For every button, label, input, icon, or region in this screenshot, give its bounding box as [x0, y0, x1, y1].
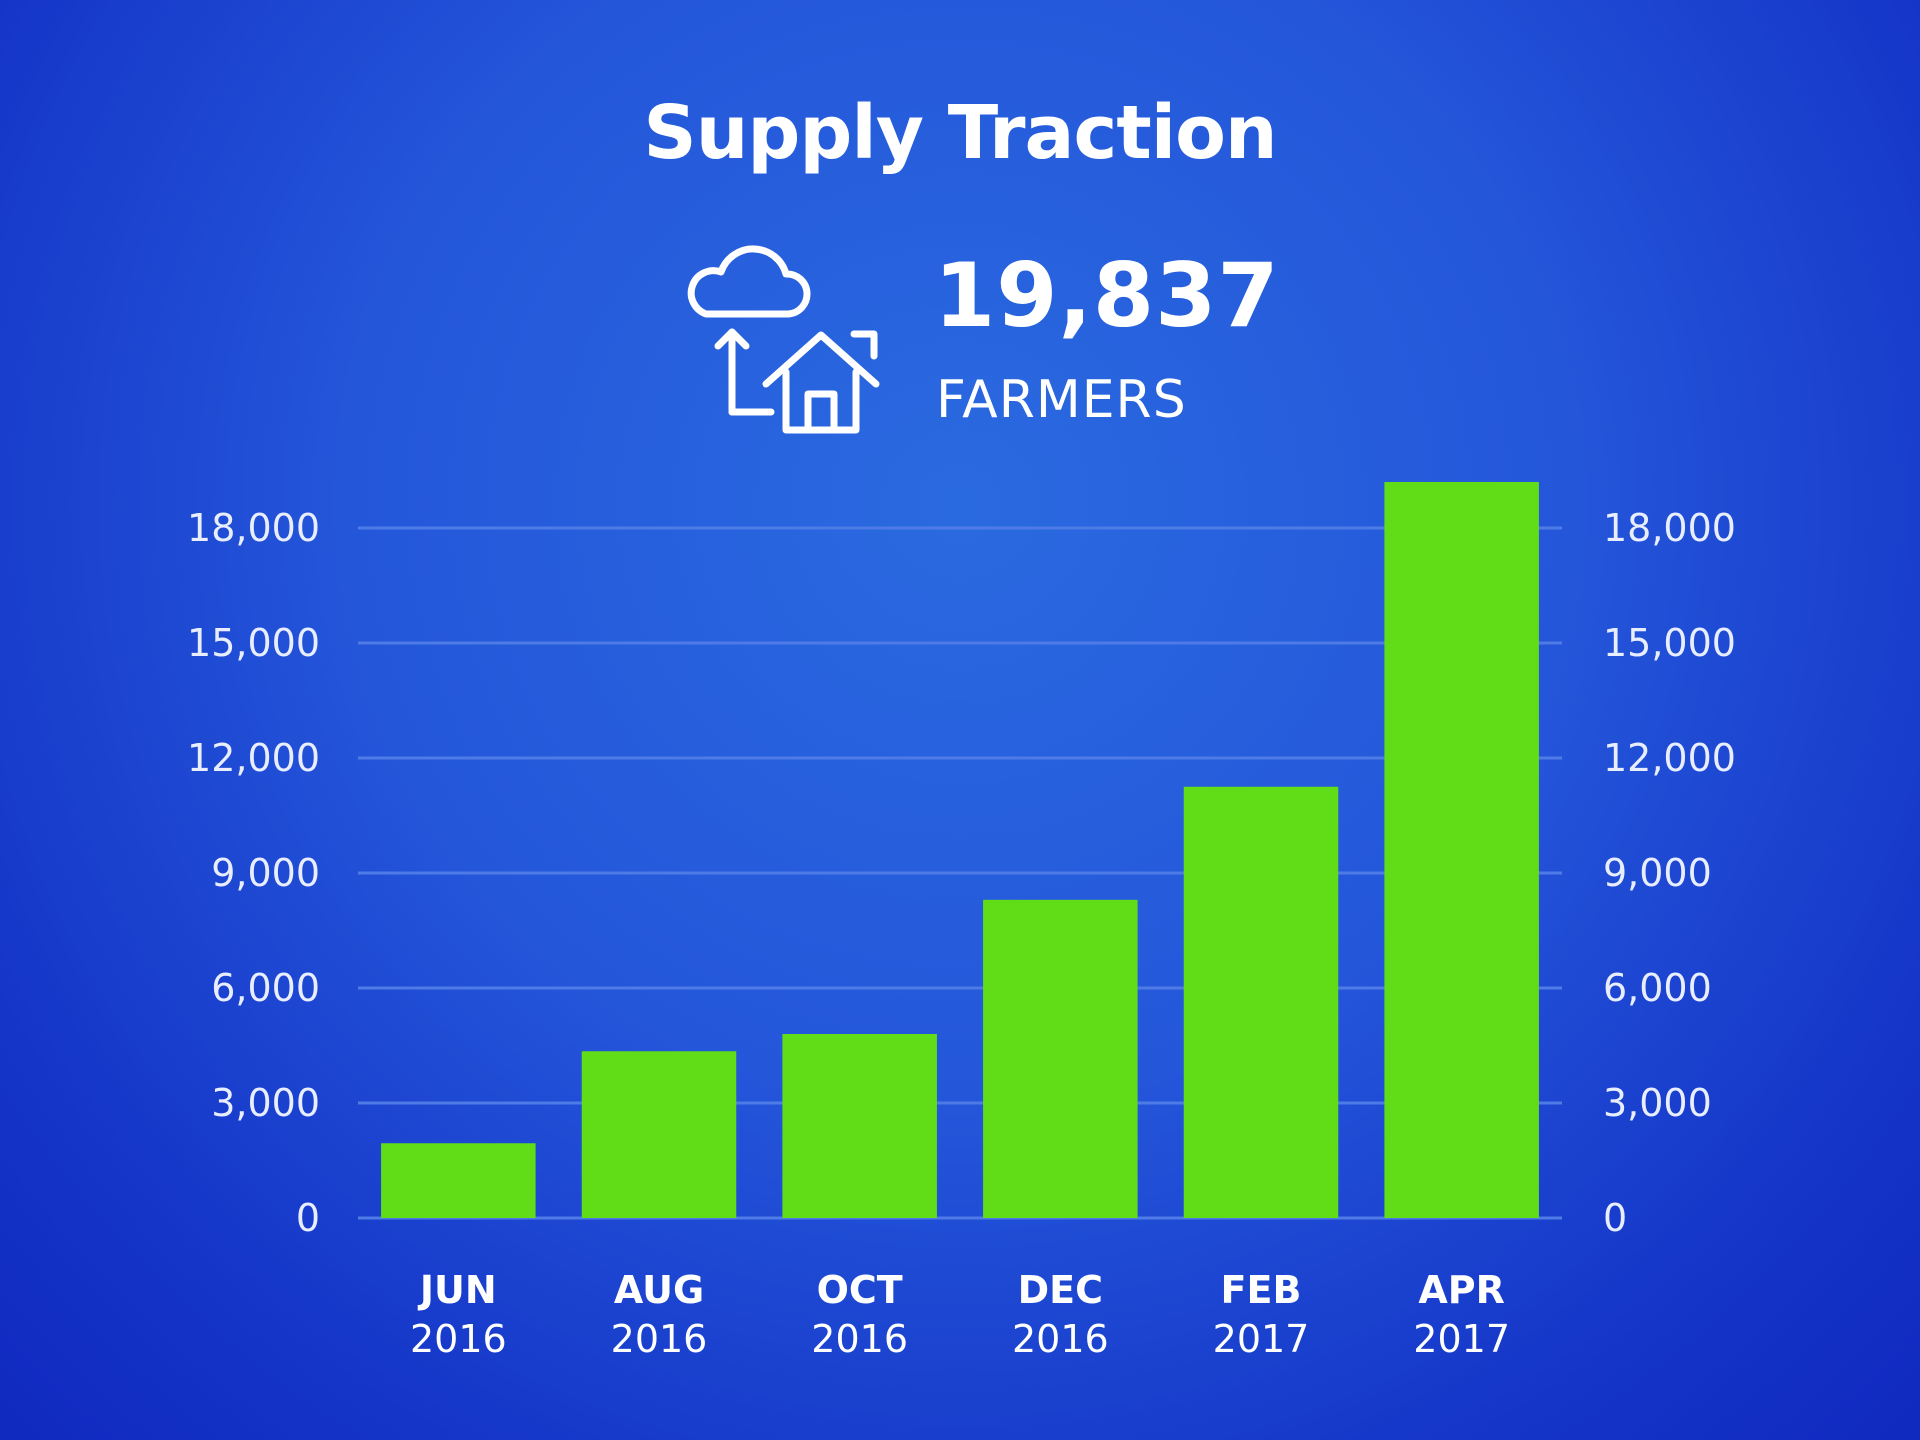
x-tick-year: 2016: [1012, 1317, 1109, 1361]
x-tick-year: 2016: [811, 1317, 908, 1361]
y-axis-right: 0 3,000 6,000 9,000 12,000 15,000 18,000: [1603, 506, 1736, 1240]
x-tick-month: APR: [1418, 1268, 1505, 1312]
x-tick-year: 2017: [1413, 1317, 1510, 1361]
x-tick-month: AUG: [614, 1268, 704, 1312]
y-tick-label-left: 9,000: [211, 851, 320, 895]
y-tick-label-left: 18,000: [187, 506, 320, 550]
x-tick-month: FEB: [1221, 1268, 1302, 1312]
bar: [983, 899, 1138, 1218]
y-tick-label-right: 15,000: [1603, 621, 1736, 665]
y-tick-label-right: 12,000: [1603, 736, 1736, 780]
bar: [782, 1034, 937, 1218]
y-tick-label-left: 15,000: [187, 621, 320, 665]
x-tick-month: JUN: [417, 1268, 497, 1312]
bar: [581, 1051, 737, 1218]
x-axis-labels: JUN 2016 AUG 2016 OCT 2016 DEC 2016 FEB 2017 APR 20…: [410, 1268, 1510, 1361]
bars: [381, 482, 1539, 1218]
chart-title: Supply Traction: [643, 90, 1277, 176]
x-tick-year: 2017: [1213, 1317, 1310, 1361]
y-tick-label-right: 6,000: [1603, 966, 1712, 1010]
y-tick-label-left: 6,000: [211, 966, 320, 1010]
y-tick-label-left: 3,000: [211, 1081, 320, 1125]
x-tick-month: DEC: [1018, 1268, 1103, 1312]
farmer-count-label: FARMERS: [936, 370, 1187, 430]
y-tick-label-left: 0: [296, 1196, 320, 1240]
y-tick-label-left: 12,000: [187, 736, 320, 780]
x-tick-year: 2016: [410, 1317, 507, 1361]
x-tick-month: OCT: [817, 1268, 903, 1312]
bar: [381, 1143, 536, 1218]
x-tick-year: 2016: [611, 1317, 708, 1361]
y-tick-label-right: 18,000: [1603, 506, 1736, 550]
y-tick-label-right: 0: [1603, 1196, 1627, 1240]
cloud-upload-house-icon: [687, 245, 880, 434]
farmer-count: 19,837: [934, 244, 1280, 347]
bar: [1384, 482, 1539, 1218]
y-tick-label-right: 3,000: [1603, 1081, 1712, 1125]
y-tick-label-right: 9,000: [1603, 851, 1712, 895]
y-axis-left: 0 3,000 6,000 9,000 12,000 15,000 18,000: [187, 506, 320, 1240]
grid-lines: [358, 526, 1562, 1220]
bar: [1183, 786, 1339, 1218]
